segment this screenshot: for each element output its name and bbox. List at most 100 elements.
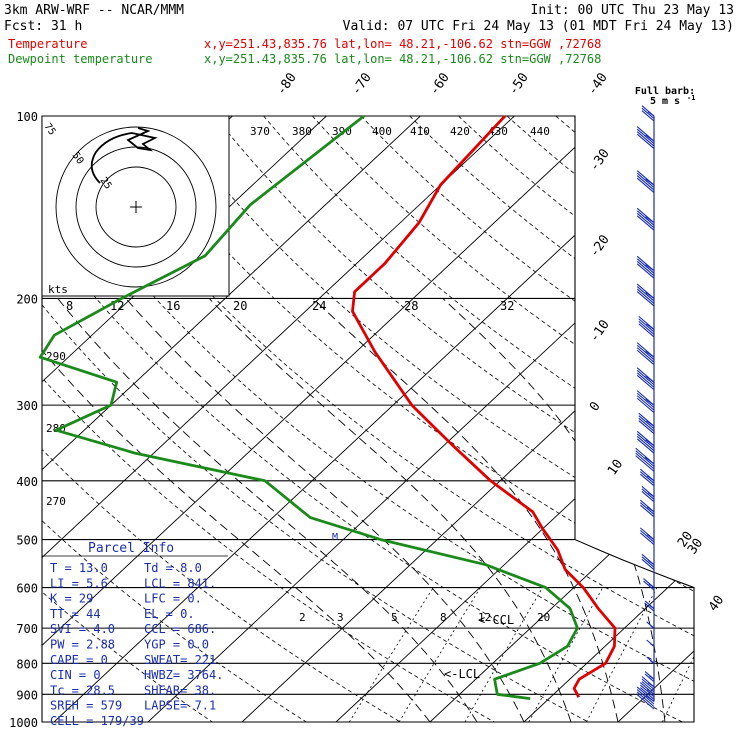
dry-adiabat: [42, 116, 683, 722]
hodograph-units: kts: [48, 283, 68, 296]
wind-barb: [641, 676, 655, 693]
isotherm: [523, 116, 694, 722]
dry-adiabat: [652, 116, 694, 722]
parcel-row-right: Td = 8.0: [144, 561, 202, 575]
dry-adiabat-label: 400: [372, 125, 392, 138]
lcl-marker: <-LCL: [444, 667, 480, 681]
parcel-row-left: SREH = 579: [50, 699, 122, 713]
isotherm: [42, 116, 609, 722]
parcel-row-right: YGP = 0.0: [144, 638, 209, 652]
speed-tick-label: 24: [312, 299, 326, 313]
svg-text:-1: -1: [687, 94, 695, 102]
mixing-ratio-line: [348, 587, 434, 722]
mixing-ratio-label: 2: [299, 611, 306, 624]
wind-barb: [641, 105, 655, 122]
wind-barb: [638, 412, 655, 435]
parcel-row-left: SVI = 4.0: [50, 622, 115, 636]
pressure-label: 1000: [9, 716, 38, 730]
pressure-label: 300: [16, 399, 38, 413]
isotherm: [617, 116, 694, 722]
dry-adiabat-label: 370: [250, 125, 270, 138]
speed-tick-label: 16: [166, 299, 180, 313]
parcel-row-left: K = 29: [50, 592, 93, 606]
wind-barb: [636, 126, 655, 150]
dry-adiabat: [117, 116, 694, 722]
wind-barb: [635, 447, 655, 472]
dewpoint-trace: [38, 114, 579, 700]
wind-barb: [636, 430, 655, 454]
dry-adiabat: [42, 116, 495, 722]
wind-barb: [646, 621, 655, 629]
valid-time: Valid: 07 UTC Fri 24 May 13 (01 MDT Fri …: [343, 19, 734, 34]
diagram-grid: [41, 115, 740, 723]
wind-barb: [639, 682, 655, 700]
hodograph-ring: [55, 126, 217, 288]
pressure-label: 700: [16, 622, 38, 636]
dry-adiabat: [702, 116, 740, 722]
temperature-location: x,y=251.43,835.76 lat,lon= 48.21,-106.62…: [204, 37, 601, 51]
diagram-frame: [41, 115, 695, 723]
parcel-row-right: EL = 0.: [144, 607, 195, 621]
wind-barb: [646, 656, 655, 664]
parcel-row-left: CIN = 0: [50, 668, 101, 682]
theta-label: 270: [46, 495, 66, 508]
wind-barb: [644, 671, 655, 683]
parcel-row-left: LI = 5.6: [50, 576, 108, 590]
hodograph-ring: [95, 166, 177, 248]
barb-legend-value: 5 m s: [650, 96, 680, 107]
init-time: Init: 00 UTC Thu 23 May 13: [531, 3, 735, 18]
isotherm: [429, 116, 694, 722]
isotherm-label: 10: [605, 457, 626, 478]
moist-adiabat: [442, 298, 666, 722]
sounding-traces: [38, 114, 617, 700]
wind-barb: [636, 170, 655, 193]
pressure-label: 600: [16, 582, 38, 596]
mixing-ratio-line: [398, 587, 481, 722]
dewpoint-legend-label: Dewpoint temperature: [8, 52, 153, 66]
barb-legend-title: Full barb:: [635, 86, 695, 97]
wind-barb: [636, 367, 655, 391]
mixing-ratio-label: 8: [440, 611, 447, 624]
wind-barb: [636, 207, 655, 231]
dry-adiabat-label: 380: [292, 125, 312, 138]
pressure-label: 500: [16, 534, 38, 548]
parcel-row-right: SHEAR= 38.: [144, 683, 216, 697]
isotherm: [335, 116, 694, 722]
mixing-ratio-label: 3: [337, 611, 344, 624]
dry-adiabat: [263, 116, 694, 722]
marker-m: M: [332, 532, 338, 543]
wind-barb: [636, 342, 655, 366]
moist-adiabat: [312, 298, 619, 722]
wind-barb: [644, 600, 655, 612]
parcel-row-left: PW = 2.88: [50, 638, 115, 652]
ccl-marker: <-CCL: [478, 613, 514, 627]
mixing-ratio-label: 5: [391, 611, 398, 624]
parcel-row-right: LAPSE= 7.1: [144, 699, 216, 713]
isotherm-label: -10: [587, 317, 613, 345]
dry-adiabat: [312, 116, 694, 722]
speed-tick-label: 8: [66, 299, 73, 313]
mixing-ratio-label: 20: [537, 611, 550, 624]
parcel-info-title: Parcel Info: [88, 541, 174, 556]
hodograph-trace: [90, 127, 158, 184]
isotherm-label: -70: [349, 70, 375, 98]
wind-barb: [638, 315, 655, 338]
wind-barbs: [635, 105, 655, 710]
parcel-row-right: CCL = 686.: [144, 622, 216, 636]
wind-barb: [646, 639, 655, 647]
dry-adiabat: [360, 116, 694, 722]
isotherm-label: -60: [427, 70, 453, 98]
dry-adiabat-label: 420: [450, 125, 470, 138]
wind-barb: [639, 499, 655, 518]
parcel-row-left: T = 13.0: [50, 561, 108, 575]
isotherm-label: 0: [587, 399, 604, 414]
isotherm-label: -30: [587, 146, 613, 174]
wind-barb: [641, 553, 655, 571]
dry-adiabat: [42, 116, 401, 722]
wind-barb: [639, 527, 655, 545]
isotherm-label: 30: [685, 536, 706, 557]
model-title: 3km ARW-WRF -- NCAR/MMM: [4, 3, 184, 18]
parcel-row-right: HWBZ= 3764.: [144, 668, 223, 682]
mixing-ratio-label: 12: [478, 611, 491, 624]
